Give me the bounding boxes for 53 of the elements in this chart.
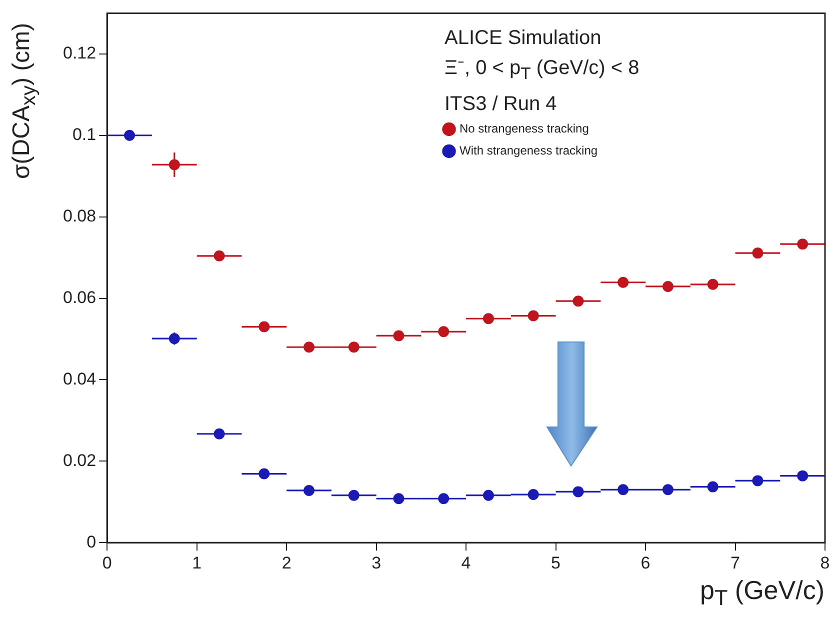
- y-tick-label: 0.06: [62, 288, 96, 307]
- point: [304, 342, 314, 353]
- point: [168, 159, 180, 170]
- y-tick-label: 0.1: [72, 125, 96, 144]
- point: [482, 313, 494, 324]
- point: [797, 470, 808, 482]
- point: [662, 484, 674, 496]
- point: [214, 250, 225, 262]
- point: [482, 490, 494, 501]
- point: [752, 248, 764, 259]
- point: [618, 276, 629, 288]
- x-tick-label: 7: [730, 553, 740, 572]
- x-tick-label: 6: [640, 553, 650, 572]
- x-tick-label: 5: [551, 553, 561, 572]
- x-tick-label: 3: [372, 553, 382, 572]
- legend-label: No strangeness tracking: [460, 122, 589, 136]
- point: [752, 475, 764, 486]
- point: [258, 321, 270, 332]
- point: [707, 278, 718, 290]
- point: [168, 333, 180, 344]
- y-tick-label: 0.12: [62, 44, 96, 63]
- point: [528, 489, 539, 500]
- point: [707, 481, 718, 492]
- point: [662, 280, 674, 292]
- y-tick-label: 0.08: [62, 206, 96, 226]
- point: [572, 486, 584, 498]
- point: [214, 428, 225, 440]
- x-tick-label: 2: [282, 553, 292, 572]
- point: [393, 493, 404, 504]
- annotation: ITS3 / Run 4: [444, 92, 558, 118]
- x-tick-label: 8: [820, 553, 830, 572]
- y-tick-label: 0: [86, 532, 96, 552]
- point: [258, 468, 270, 480]
- point: [348, 342, 360, 353]
- x-tick-label: 0: [102, 553, 112, 572]
- point: [438, 493, 450, 504]
- x-tick-label: 1: [192, 553, 202, 572]
- point: [572, 296, 584, 307]
- legend-label: With strangeness tracking: [460, 144, 598, 158]
- x-tick-label: 4: [461, 553, 471, 572]
- y-tick-label: 0.02: [62, 450, 96, 470]
- point: [797, 238, 808, 250]
- annotation: Ξ⁻, 0 < p$_{T}$ (GeV/c) < 8: [444, 56, 640, 86]
- point: [438, 326, 450, 338]
- point: [348, 490, 360, 501]
- annotation: ALICE Simulation: [444, 26, 602, 52]
- point: [618, 484, 629, 496]
- point: [528, 310, 539, 322]
- point: [393, 330, 404, 342]
- point: [124, 130, 136, 141]
- x-axis-title: p$_{T}$ (GeV/c): [700, 574, 824, 611]
- y-tick-label: 0.04: [62, 369, 96, 388]
- point: [304, 484, 314, 496]
